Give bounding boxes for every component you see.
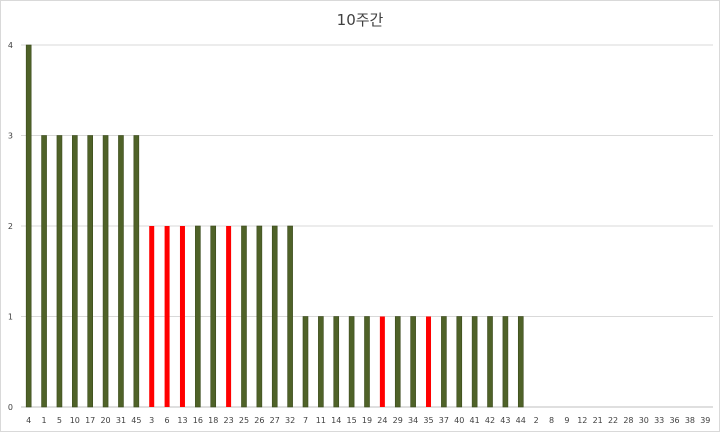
x-tick-label: 36: [669, 416, 679, 425]
bar-10: [72, 135, 78, 408]
bars: [25, 44, 524, 408]
bar-31: [118, 135, 124, 408]
bar-7: [302, 316, 309, 408]
bar-40: [456, 316, 463, 408]
bar-5: [56, 135, 63, 408]
y-tick-label: 2: [8, 222, 13, 231]
x-axis-ticks: 4 1 5 10 17 20 31 45 3 6 13 16 18 23 25 26 27 32 7 11 14 15 19…: [26, 416, 710, 425]
bar-41: [471, 316, 478, 408]
bar-1: [41, 135, 47, 408]
y-tick-label: 1: [8, 313, 13, 322]
x-tick-label: 4: [26, 416, 31, 425]
x-tick-label: 33: [654, 416, 664, 425]
x-tick-label: 17: [85, 416, 95, 425]
x-tick-label: 13: [177, 416, 187, 425]
bar-25: [241, 225, 247, 408]
x-tick-label: 40: [454, 416, 464, 425]
bar-26: [256, 225, 263, 408]
bar-16: [195, 225, 201, 408]
bar-43: [502, 316, 509, 408]
bar-44: [517, 316, 524, 408]
bar-6: [164, 226, 170, 407]
x-tick-label: 38: [685, 416, 695, 425]
x-tick-label: 14: [331, 416, 341, 425]
x-tick-label: 35: [423, 416, 433, 425]
x-tick-label: 37: [439, 416, 449, 425]
x-tick-label: 39: [700, 416, 710, 425]
x-tick-label: 42: [485, 416, 495, 425]
x-tick-label: 25: [239, 416, 249, 425]
x-tick-label: 43: [500, 416, 510, 425]
x-tick-label: 9: [564, 416, 569, 425]
x-tick-label: 27: [270, 416, 280, 425]
x-tick-label: 11: [316, 416, 326, 425]
x-tick-label: 7: [303, 416, 308, 425]
x-tick-label: 32: [285, 416, 295, 425]
x-tick-label: 22: [608, 416, 618, 425]
x-tick-label: 12: [577, 416, 587, 425]
bar-19: [364, 316, 370, 408]
x-tick-label: 1: [42, 416, 47, 425]
bar-18: [210, 225, 217, 408]
x-tick-label: 19: [362, 416, 372, 425]
x-tick-label: 2: [534, 416, 539, 425]
x-tick-label: 28: [623, 416, 633, 425]
x-tick-label: 20: [100, 416, 110, 425]
bar-45: [133, 135, 140, 408]
bar-15: [348, 316, 355, 408]
bar-4: [25, 44, 32, 408]
bar-35: [426, 316, 432, 407]
bar-3: [149, 226, 155, 407]
x-tick-label: 41: [470, 416, 480, 425]
bar-17: [87, 135, 93, 408]
bar-13: [179, 226, 185, 407]
x-tick-label: 10: [70, 416, 80, 425]
x-tick-label: 44: [516, 416, 526, 425]
y-tick-label: 0: [8, 403, 13, 412]
bar-24: [379, 316, 385, 407]
bar-37: [441, 316, 447, 408]
bar-20: [102, 135, 109, 408]
bar-23: [226, 226, 232, 407]
x-tick-label: 34: [408, 416, 418, 425]
chart-title: 10주간: [337, 11, 384, 29]
x-tick-label: 16: [193, 416, 203, 425]
x-tick-label: 5: [57, 416, 62, 425]
bar-42: [487, 316, 493, 408]
x-tick-label: 24: [377, 416, 387, 425]
bar-32: [287, 225, 293, 408]
y-tick-label: 3: [8, 132, 13, 141]
bar-14: [333, 316, 340, 408]
x-tick-label: 21: [593, 416, 603, 425]
x-tick-label: 30: [639, 416, 649, 425]
bar-27: [271, 225, 278, 408]
y-axis-ticks: 0 1 2 3 4: [8, 41, 13, 412]
x-tick-label: 26: [254, 416, 264, 425]
x-tick-label: 31: [116, 416, 126, 425]
bar-11: [318, 316, 324, 408]
x-tick-label: 15: [347, 416, 357, 425]
x-tick-label: 6: [165, 416, 170, 425]
x-tick-label: 3: [149, 416, 154, 425]
x-tick-label: 29: [393, 416, 403, 425]
x-tick-label: 18: [208, 416, 218, 425]
bar-34: [410, 316, 416, 408]
y-tick-label: 4: [8, 41, 13, 50]
x-tick-label: 23: [224, 416, 234, 425]
bar-29: [394, 316, 401, 408]
x-tick-label: 8: [549, 416, 554, 425]
x-tick-label: 45: [131, 416, 141, 425]
